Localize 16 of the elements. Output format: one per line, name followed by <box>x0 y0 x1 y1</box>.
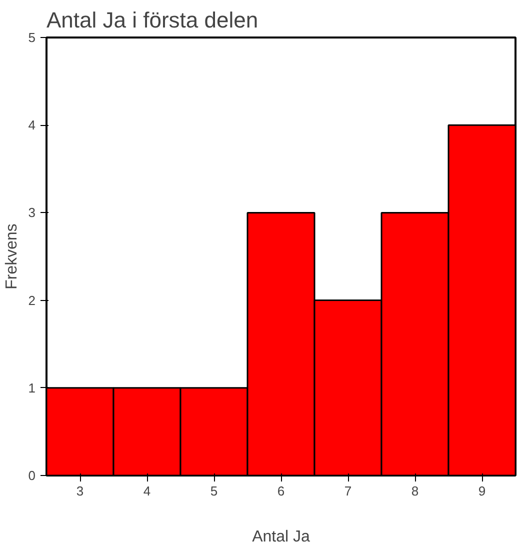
y-tick-label: 2 <box>28 292 36 308</box>
chart-title: Antal Ja i första delen <box>46 8 258 32</box>
x-tick-label: 3 <box>76 484 84 498</box>
x-tick-label: 6 <box>277 484 285 498</box>
y-tick-label: 0 <box>28 468 36 483</box>
x-tick-label: 4 <box>143 484 151 498</box>
y-tick-label: 5 <box>28 30 36 45</box>
y-tick-label: 1 <box>28 380 36 396</box>
x-tick-label: 9 <box>478 484 486 498</box>
y-tick-label: 4 <box>28 118 36 133</box>
x-tick-label: 7 <box>344 484 352 498</box>
y-axis-title: Frekvens <box>3 224 20 290</box>
x-tick-label: 8 <box>411 484 419 498</box>
y-tick-label: 3 <box>28 205 36 220</box>
x-tick-label: 5 <box>210 484 218 498</box>
x-axis-title: Antal Ja <box>252 528 310 546</box>
